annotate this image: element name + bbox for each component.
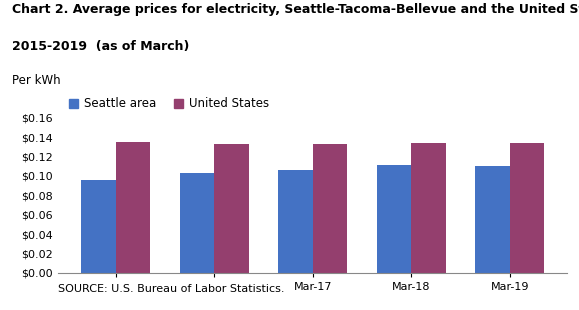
Text: Per kWh: Per kWh [12,74,60,87]
Bar [377,165,411,273]
Bar [214,144,248,273]
Text: Chart 2. Average prices for electricity, Seattle-Tacoma-Bellevue and the United : Chart 2. Average prices for electricity,… [12,3,579,16]
Text: SOURCE: U.S. Bureau of Labor Statistics.: SOURCE: U.S. Bureau of Labor Statistics. [58,284,284,294]
Text: 2015-2019  (as of March): 2015-2019 (as of March) [12,40,189,53]
Bar [411,143,446,273]
Bar [278,170,313,273]
Bar [313,144,347,273]
Bar [475,166,510,273]
Bar [81,180,116,273]
Bar [179,173,214,273]
Bar [116,142,150,273]
Bar [510,143,544,273]
Legend: Seattle area, United States: Seattle area, United States [64,93,274,115]
